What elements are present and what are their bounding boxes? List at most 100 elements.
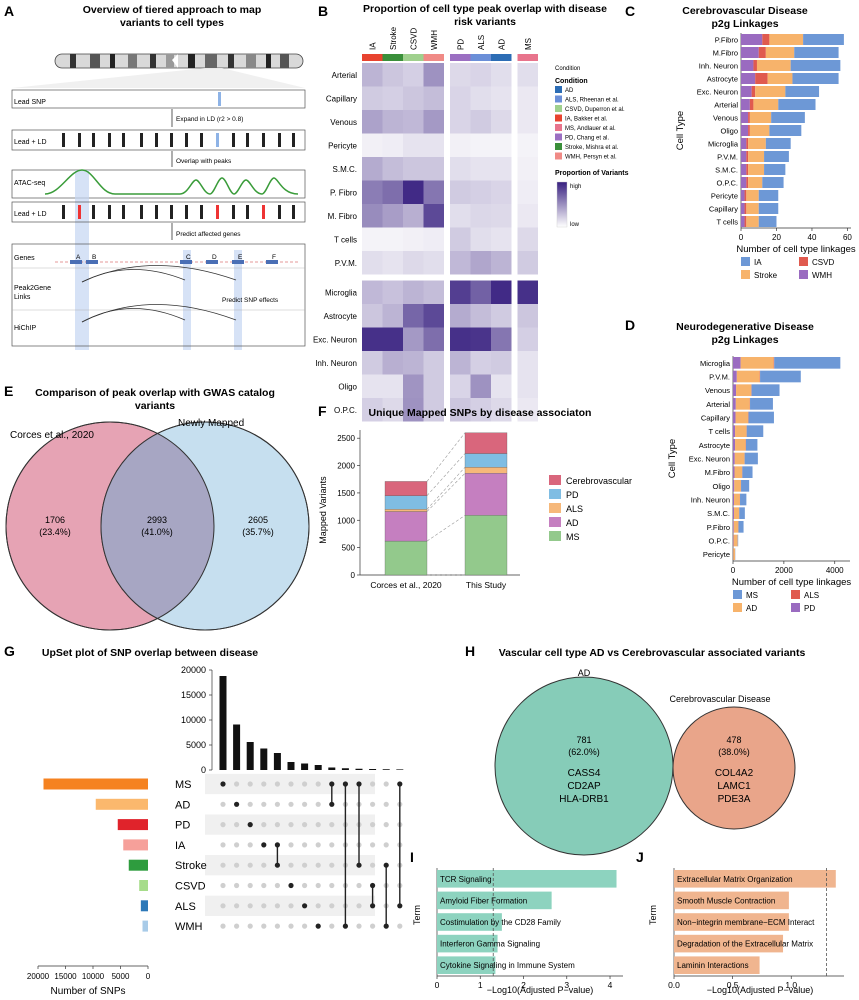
set-bar-ia bbox=[123, 839, 148, 851]
gene-letter-a: A bbox=[76, 254, 81, 261]
heatmap-cell bbox=[491, 280, 512, 304]
ld-variant-bar bbox=[185, 205, 188, 219]
gene-letter-f: F bbox=[272, 254, 276, 261]
row-label-p2g-1: Peak2Gene bbox=[14, 285, 51, 292]
term-label-interferon-gamma-signaling: Interferon Gamma Signaling bbox=[440, 940, 540, 949]
upset-dot bbox=[370, 923, 376, 929]
panel-letter-b: B bbox=[318, 3, 328, 19]
heatmap-cell bbox=[362, 86, 383, 110]
venn-h-right-gene-2: LAMC1 bbox=[717, 781, 751, 792]
set-label-ad: AD bbox=[175, 799, 190, 811]
row-label-p2g-2: Links bbox=[14, 294, 31, 301]
connector-line bbox=[426, 453, 466, 496]
bar-tcr-signaling bbox=[437, 870, 617, 888]
heatmap-cell bbox=[450, 374, 471, 398]
heatmap-cell bbox=[382, 374, 403, 398]
heatmap-cell bbox=[382, 351, 403, 375]
legend-swatch-ia-bakker-et-al bbox=[555, 114, 562, 122]
panel-letter-c: C bbox=[625, 3, 635, 19]
y-axis-label: Cell Type bbox=[667, 439, 678, 478]
heatmap-cell bbox=[491, 110, 512, 134]
heatmap-cell bbox=[517, 157, 538, 181]
bar-csvd-exc-neuron bbox=[751, 86, 756, 97]
tick-label-pericyte: Pericyte bbox=[711, 192, 738, 201]
heatmap-cell bbox=[491, 351, 512, 375]
set-label-ms: MS bbox=[175, 779, 192, 791]
ld-variant-bar bbox=[200, 205, 203, 219]
upset-dot bbox=[220, 882, 226, 889]
ld-variant-bar bbox=[170, 133, 173, 147]
heatmap-cell bbox=[491, 227, 512, 251]
row-label-atac: ATAC-seq bbox=[14, 180, 45, 187]
heatmap-cell bbox=[450, 86, 471, 110]
heatmap-cell bbox=[423, 374, 444, 398]
panel-letter-d: D bbox=[625, 317, 635, 333]
set-tick-label: 0 bbox=[146, 972, 151, 981]
tick-label-capillary: Capillary bbox=[709, 205, 738, 214]
bar-ms-arterial bbox=[750, 398, 773, 410]
set-bar-stroke bbox=[128, 859, 148, 871]
bar-csvd-capillary bbox=[744, 203, 747, 214]
bar-ms-s-m-c bbox=[739, 507, 745, 519]
legend-swatch-pd bbox=[549, 489, 561, 499]
connector-line bbox=[426, 432, 466, 482]
condition-strip-wmh bbox=[423, 54, 444, 61]
heatmap-cell bbox=[517, 398, 538, 422]
legend-label-stroke: Stroke bbox=[754, 271, 778, 280]
bar-csvd-inh-neuron bbox=[753, 60, 757, 71]
heatmap-cell bbox=[517, 351, 538, 375]
upset-dot bbox=[234, 882, 240, 889]
intersection-bar bbox=[382, 769, 390, 770]
heatmap-cell bbox=[491, 374, 512, 398]
bar-csvd-o-p-c bbox=[746, 177, 749, 188]
heatmap-cell bbox=[450, 304, 471, 328]
upset-dot bbox=[329, 822, 335, 828]
tick-label-venous: Venous bbox=[713, 114, 738, 123]
gene-exon bbox=[232, 260, 244, 264]
heatmap-cell bbox=[517, 251, 538, 275]
x-tick-label: 4000 bbox=[826, 566, 844, 575]
heatmap-cell bbox=[491, 180, 512, 204]
intersection-bar bbox=[341, 768, 349, 770]
legend-label-als: ALS bbox=[566, 504, 583, 514]
upset-dot bbox=[220, 842, 226, 848]
step-expand-ld: Expand in LD (r2 > 0.8) bbox=[176, 116, 243, 123]
upset-dot bbox=[302, 923, 308, 929]
legend-label-stroke-mishra-et-al: Stroke, Mishra et al. bbox=[565, 145, 619, 151]
heatmap-cell bbox=[423, 110, 444, 134]
ld-variant-bar bbox=[108, 133, 111, 147]
set-tick-label: 15000 bbox=[54, 972, 77, 981]
heatmap-cell bbox=[491, 133, 512, 157]
x-tick-label: 0 bbox=[435, 980, 440, 990]
heatmap-scale-title: Proportion of Variants bbox=[555, 170, 629, 177]
legend-swatch-ms bbox=[549, 531, 561, 541]
heatmap-cell bbox=[362, 374, 383, 398]
panel-g-title: UpSet plot of SNP overlap between diseas… bbox=[42, 647, 258, 659]
ld-variant-bar bbox=[78, 205, 81, 219]
upset-dot bbox=[302, 801, 308, 807]
bar-stroke-t-cells bbox=[746, 216, 759, 227]
tick-label-m-fibro: M.Fibro bbox=[705, 468, 730, 477]
x-tick-label: 1 bbox=[478, 980, 483, 990]
heatmap-row-label-s-m-c: S.M.C. bbox=[333, 165, 357, 174]
heatmap-col-label-csvd: CSVD bbox=[409, 28, 418, 50]
bar-csvd-venous bbox=[748, 112, 750, 123]
bar-ia-venous bbox=[771, 112, 805, 123]
y-tick-label: 500 bbox=[342, 544, 356, 553]
heatmap-col-label-als: ALS bbox=[477, 35, 486, 50]
y-tick-label: 2000 bbox=[337, 462, 355, 471]
heatmap-cell bbox=[491, 86, 512, 110]
intersection-bar bbox=[260, 748, 268, 770]
upset-dot bbox=[315, 862, 321, 868]
ld-variant-bar bbox=[122, 133, 125, 147]
legend-label-pd: PD bbox=[566, 490, 579, 500]
connector-line bbox=[426, 473, 466, 512]
venn-e-right-label: Newly Mapped bbox=[178, 418, 244, 429]
bar-stroke-exc-neuron bbox=[755, 86, 786, 97]
heatmap-row-label-microglia: Microglia bbox=[325, 288, 358, 297]
bar-ia-oligo bbox=[769, 125, 802, 136]
bar-ms-microglia bbox=[774, 357, 841, 369]
intersection-tick-label: 20000 bbox=[181, 665, 206, 675]
bar-pd-microglia bbox=[733, 357, 741, 369]
upset-dot bbox=[383, 801, 389, 807]
